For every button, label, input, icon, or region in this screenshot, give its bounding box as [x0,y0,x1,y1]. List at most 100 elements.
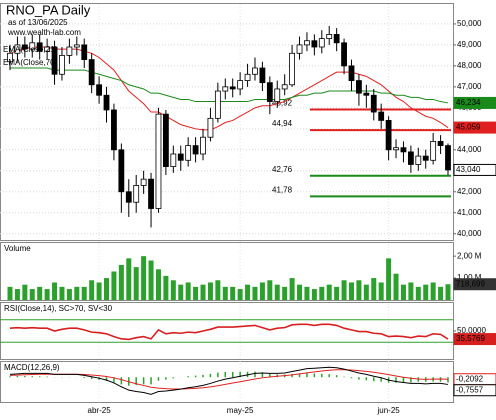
volume-bar [74,286,80,300]
macd-histogram-bar [135,377,137,386]
volume-bar [170,280,176,300]
volume-bar [104,278,110,300]
last-value-label: -0,2092 [456,374,484,383]
volume-bar [334,286,340,300]
macd-histogram-bar [150,377,152,385]
candle-body [333,34,340,44]
macd-histogram-bar [239,371,241,378]
candle-body [51,46,58,75]
candle-body [400,147,407,153]
candle-body [140,178,147,186]
volume-bar [14,289,20,300]
last-value-label: -0,7557 [456,385,484,394]
candle-body [415,155,422,165]
macd-histogram-bar [90,377,93,380]
volume-bar [148,260,154,300]
volume-bar [319,286,325,300]
candle-body [407,151,414,165]
macd-histogram-bar [447,377,449,383]
volume-bar [52,282,58,300]
candle-body [385,120,392,151]
panel-title: RSI(Close,14), SC>70, SV<30 [4,304,113,313]
macd-histogram-bar [224,372,227,378]
macd-histogram-bar [46,376,48,378]
candle-body [252,67,258,75]
level-label: 41,78 [272,185,293,194]
ema-line [10,67,449,104]
volume-bar [111,271,117,300]
candle-body [81,44,88,60]
macd-histogram-bar [328,374,330,378]
volume-bar [185,282,191,300]
candle-body [59,54,65,75]
volume-bar [252,286,258,300]
volume-bar [207,282,213,300]
y-tick-label: 50,000 [457,19,482,28]
y-tick-label: 47,000 [457,82,482,91]
level-label: 44,94 [272,119,293,128]
legend-entry: EMA(Close,21) [3,45,58,54]
candle-body [96,84,102,96]
macd-histogram-bar [24,375,26,378]
candle-body [348,65,355,81]
volume-bar [282,286,288,300]
volume-bar [37,286,43,300]
volume-bar [259,282,265,300]
last-value-label: 35,5769 [456,334,485,343]
volume-bar [22,284,28,300]
candle-body [21,44,28,50]
macd-histogram-bar [209,373,212,378]
last-value-label: 46,234 [456,98,481,107]
macd-histogram-bar [395,377,397,383]
volume-bar [163,275,169,300]
macd-histogram-bar [335,375,338,378]
candle-body [430,141,437,161]
last-value-box [453,121,496,134]
candle-body [281,84,288,90]
candle-body [356,80,362,94]
macd-histogram-bar [187,376,189,378]
volume-bar [178,284,184,300]
volume-bar [311,289,317,300]
chart-subtitle: as of 13/06/2025 [8,18,68,27]
y-tick-label: 48,000 [457,61,482,70]
candle-body [200,136,206,155]
candle-body [311,40,318,48]
candle-body [214,90,221,119]
legend-entry: EMA(Close,70) [3,58,58,67]
volume-bar [274,284,280,300]
volume-bar [430,282,436,300]
macd-histogram-bar [321,373,323,378]
macd-histogram-bar [343,376,345,378]
volume-bar [415,286,421,300]
candle-body [155,113,162,209]
volume-bar [81,286,87,300]
candle-body [14,44,21,54]
y-tick-label: 41,000 [457,208,482,217]
candle-body [370,94,377,113]
macd-histogram-bar [157,377,160,381]
macd-histogram-bar [142,377,145,385]
x-tick-label: jun-25 [376,406,400,415]
x-tick-label: may-25 [227,406,254,415]
macd-histogram-bar [306,373,308,378]
macd-histogram-bar [402,377,405,383]
candle-body [177,153,184,161]
macd-histogram-bar [38,376,41,378]
volume-bar [363,284,369,300]
macd-histogram-bar [417,377,420,382]
volume-bar [215,280,221,300]
macd-histogram-bar [202,374,204,378]
macd-histogram-bar [231,371,234,378]
last-value-box [453,384,496,397]
candle-body [103,94,110,111]
candle-body [244,73,251,81]
candle-body [274,88,281,102]
candle-body [133,185,140,203]
macd-histogram-bar [358,377,360,380]
macd-histogram-bar [350,377,353,379]
volume-bar [423,284,429,300]
volume-bar [96,282,102,300]
candle-body [341,42,347,67]
volume-bar [348,282,354,300]
